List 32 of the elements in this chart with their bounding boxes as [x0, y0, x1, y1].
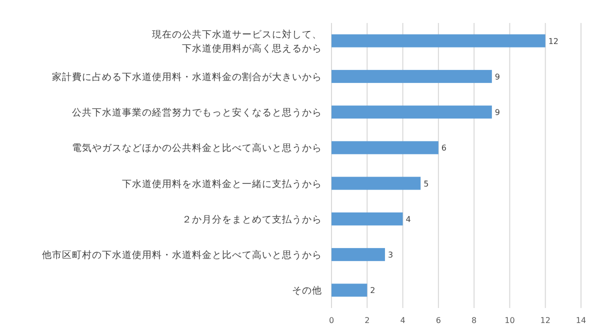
bar — [332, 284, 368, 297]
x-tick-label: 2 — [364, 316, 370, 325]
data-label: 3 — [388, 250, 394, 260]
data-label: 12 — [548, 36, 559, 46]
y-tick-label: 下水道使用料を水道料金と一緒に支払うから — [122, 178, 322, 190]
x-tick-label: 12 — [540, 316, 550, 325]
bar — [332, 248, 385, 262]
data-label: 5 — [424, 179, 429, 188]
bar — [332, 141, 438, 154]
data-label: 9 — [494, 108, 500, 118]
y-tick-label: 公共下水道事業の経営努力でもっと安くなると思うから — [72, 106, 322, 119]
x-tick-label: 6 — [436, 316, 441, 325]
data-label: 2 — [370, 286, 376, 296]
x-tick-label: 4 — [400, 316, 406, 325]
bar — [332, 212, 403, 226]
y-tick-label: 電気やガスなどほかの公共料金と比べて高いと思うから — [72, 142, 322, 154]
y-tick-label: 家計費に占める下水道使用料・水道料金の割合が大きいから — [52, 70, 322, 83]
x-tick-label: 14 — [576, 316, 586, 325]
y-tick-label: ２か月分をまとめて支払うから — [182, 213, 322, 226]
data-label: 9 — [494, 72, 500, 82]
y-tick-label: 他市区町村の下水道使用料・水道料金と比べて高いと思うから — [42, 249, 322, 262]
x-tick-label: 10 — [504, 316, 515, 325]
bar — [332, 34, 546, 48]
bar — [332, 70, 492, 83]
data-label: 4 — [406, 214, 411, 224]
x-tick-label: 0 — [328, 316, 334, 325]
y-tick-label: 現在の公共下水道サービスに対して、下水道使用料が高く思えるから — [152, 28, 322, 54]
bar — [332, 106, 492, 119]
x-tick-label: 8 — [472, 316, 477, 325]
bar — [332, 176, 421, 190]
data-label: 6 — [441, 144, 447, 153]
y-tick-label: その他 — [292, 284, 322, 297]
